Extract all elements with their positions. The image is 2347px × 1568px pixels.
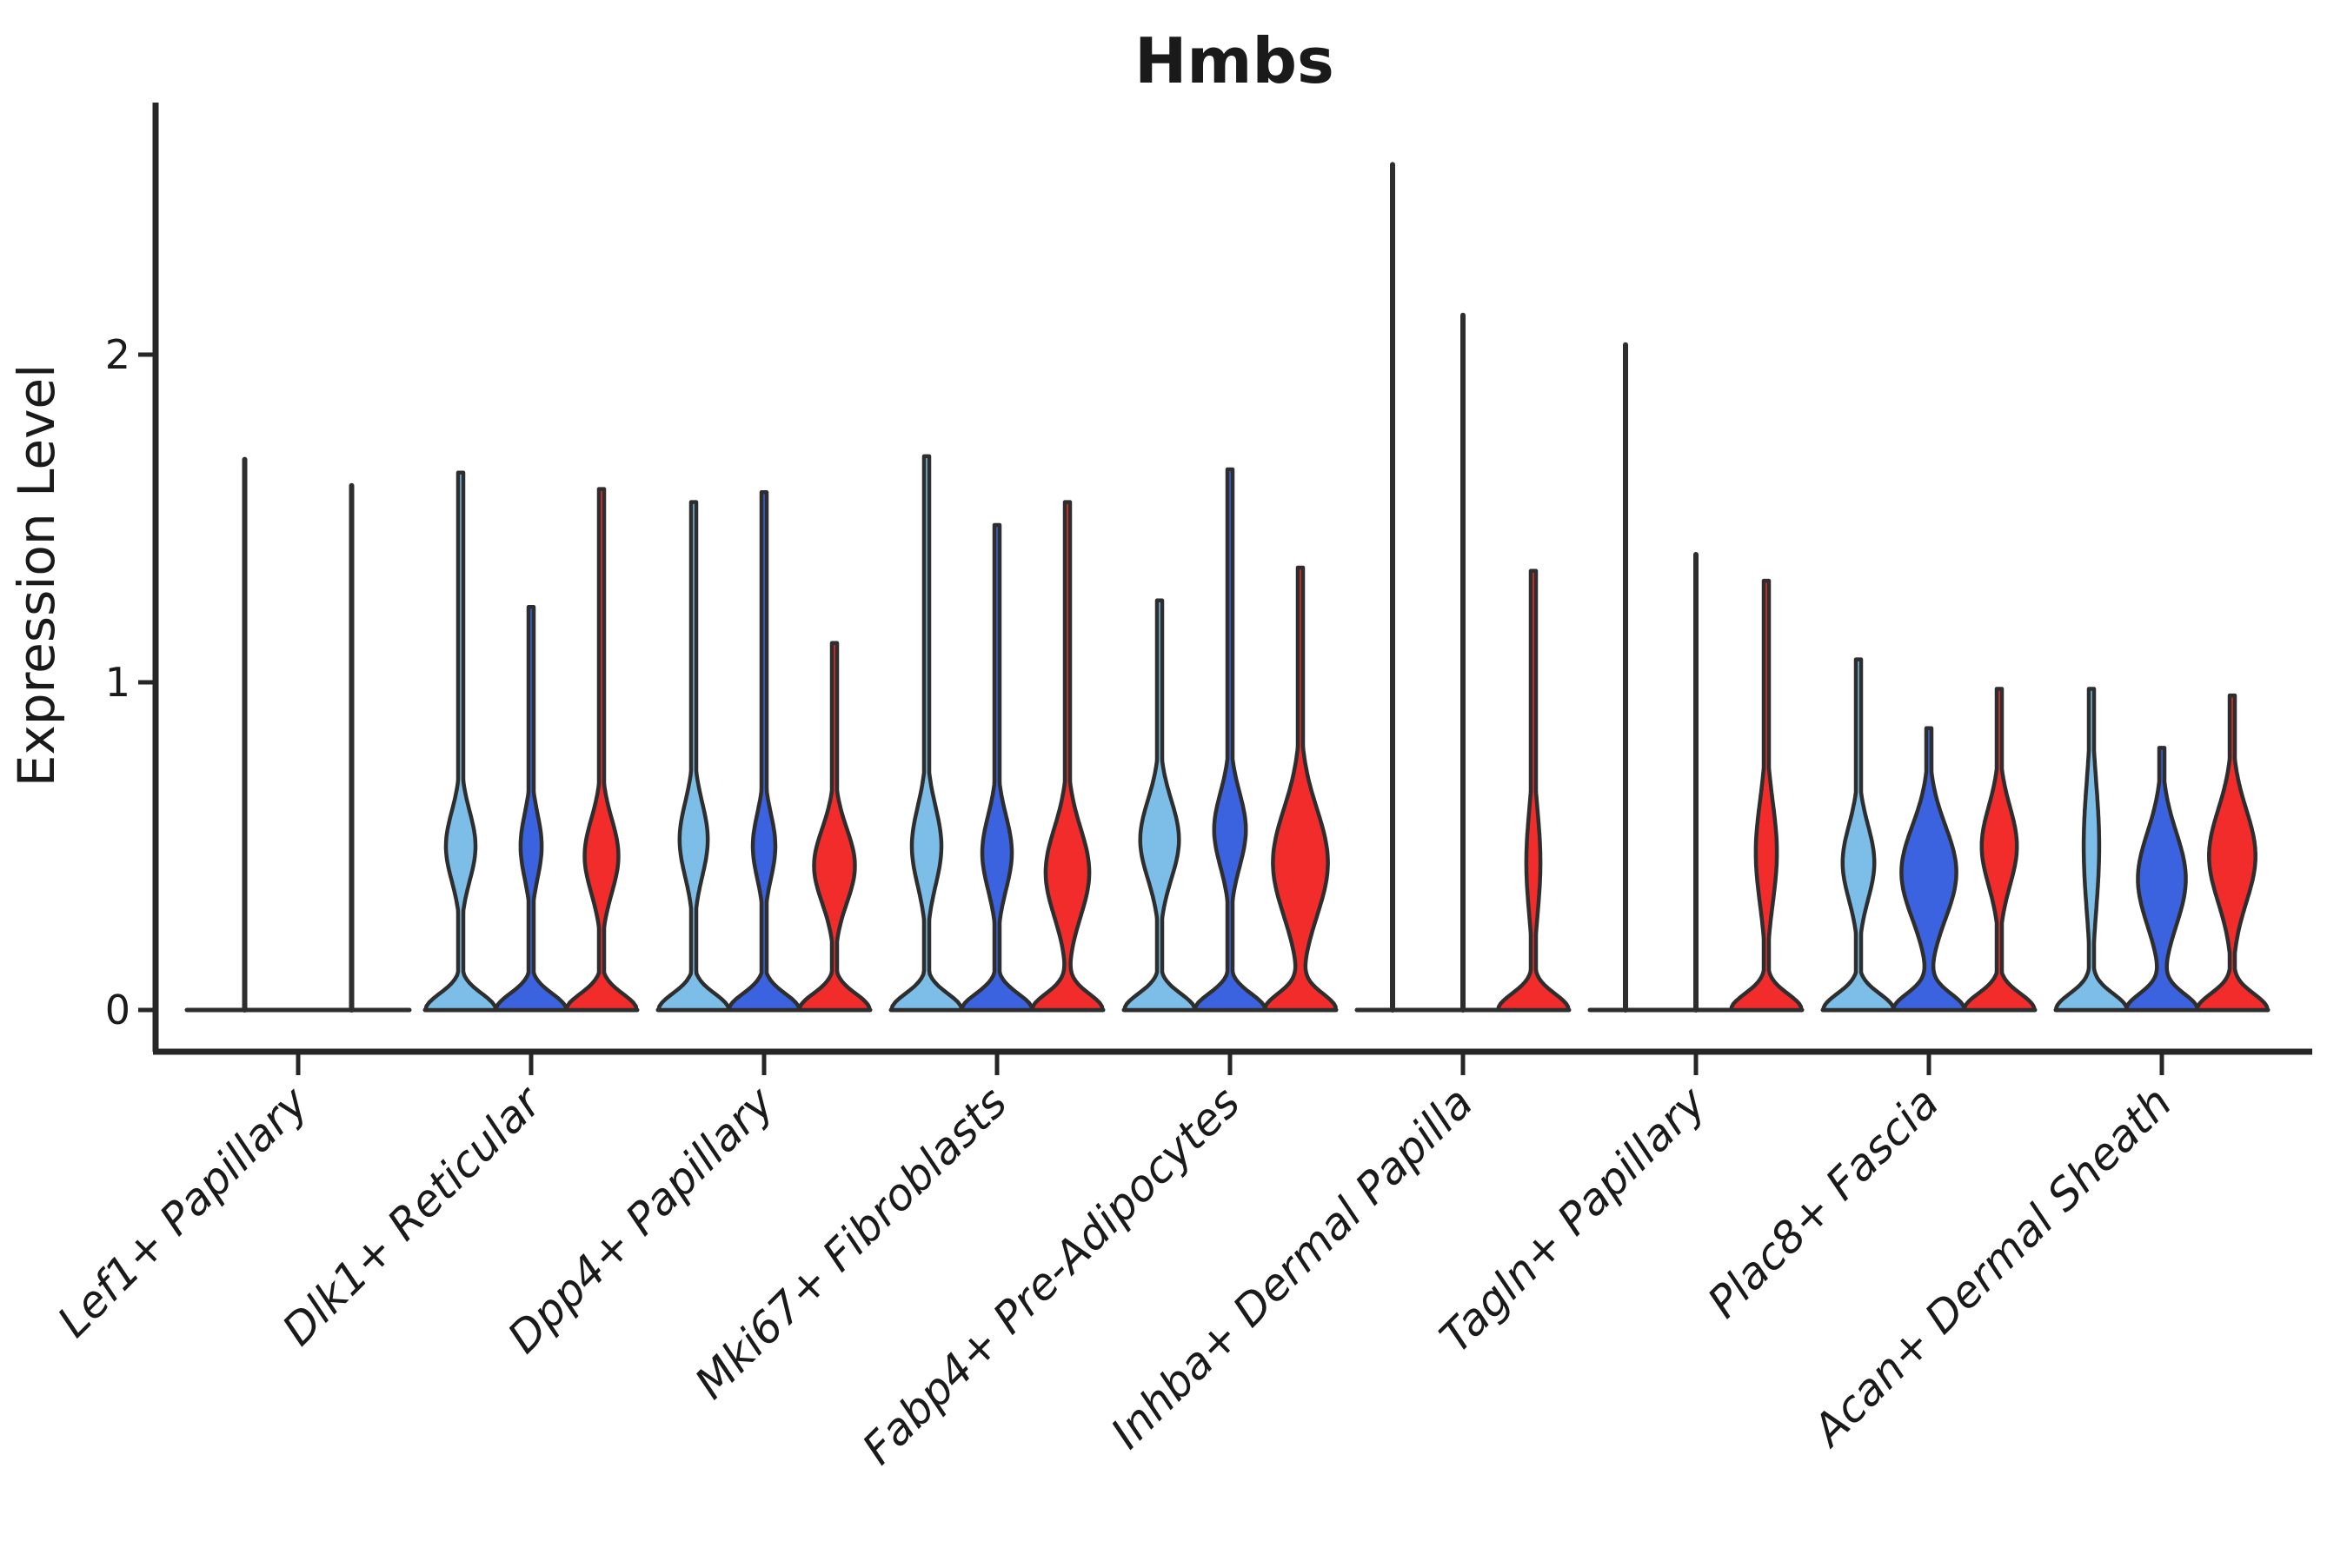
violin-dark_blue xyxy=(1892,726,1966,1013)
x-tick-label: Dlk1+ Reticular xyxy=(273,1075,553,1355)
violin-dark_blue xyxy=(1193,467,1267,1013)
violin-light_blue xyxy=(1122,598,1197,1013)
violin-dark_blue xyxy=(494,605,568,1013)
chart-title: Hmbs xyxy=(1134,24,1334,97)
violin-light_blue xyxy=(1821,657,1896,1013)
y-tick-label-0: 0 xyxy=(105,987,130,1033)
violin-light_blue xyxy=(423,470,498,1013)
violin-light_blue xyxy=(656,500,731,1013)
violin-red xyxy=(1962,687,2037,1013)
violin-red xyxy=(2195,693,2270,1013)
y-tick-label-2: 2 xyxy=(105,331,130,378)
violin-red xyxy=(1729,578,1804,1013)
violin-red xyxy=(1030,500,1105,1013)
y-axis-label: Expression Level xyxy=(7,364,66,787)
y-tick-label-1: 1 xyxy=(105,659,130,706)
x-tick-label: Fabp4+ Pre-Adipocytes xyxy=(853,1077,1250,1474)
violin-dark_blue xyxy=(2124,746,2199,1013)
plot-area xyxy=(184,162,2271,1013)
violin-red xyxy=(1263,565,1338,1013)
violin-light_blue xyxy=(2054,687,2129,1013)
x-tick-label: Lef1+ Papillary xyxy=(48,1076,318,1346)
violin-dark_blue xyxy=(960,522,1034,1013)
violin-dark_blue xyxy=(727,490,801,1013)
violin-red xyxy=(564,487,639,1013)
violin-light_blue xyxy=(889,454,964,1013)
x-tick-label: Plac8+ Fascia xyxy=(1699,1077,1949,1327)
violin-red xyxy=(797,641,872,1013)
violin-red xyxy=(1496,568,1571,1013)
